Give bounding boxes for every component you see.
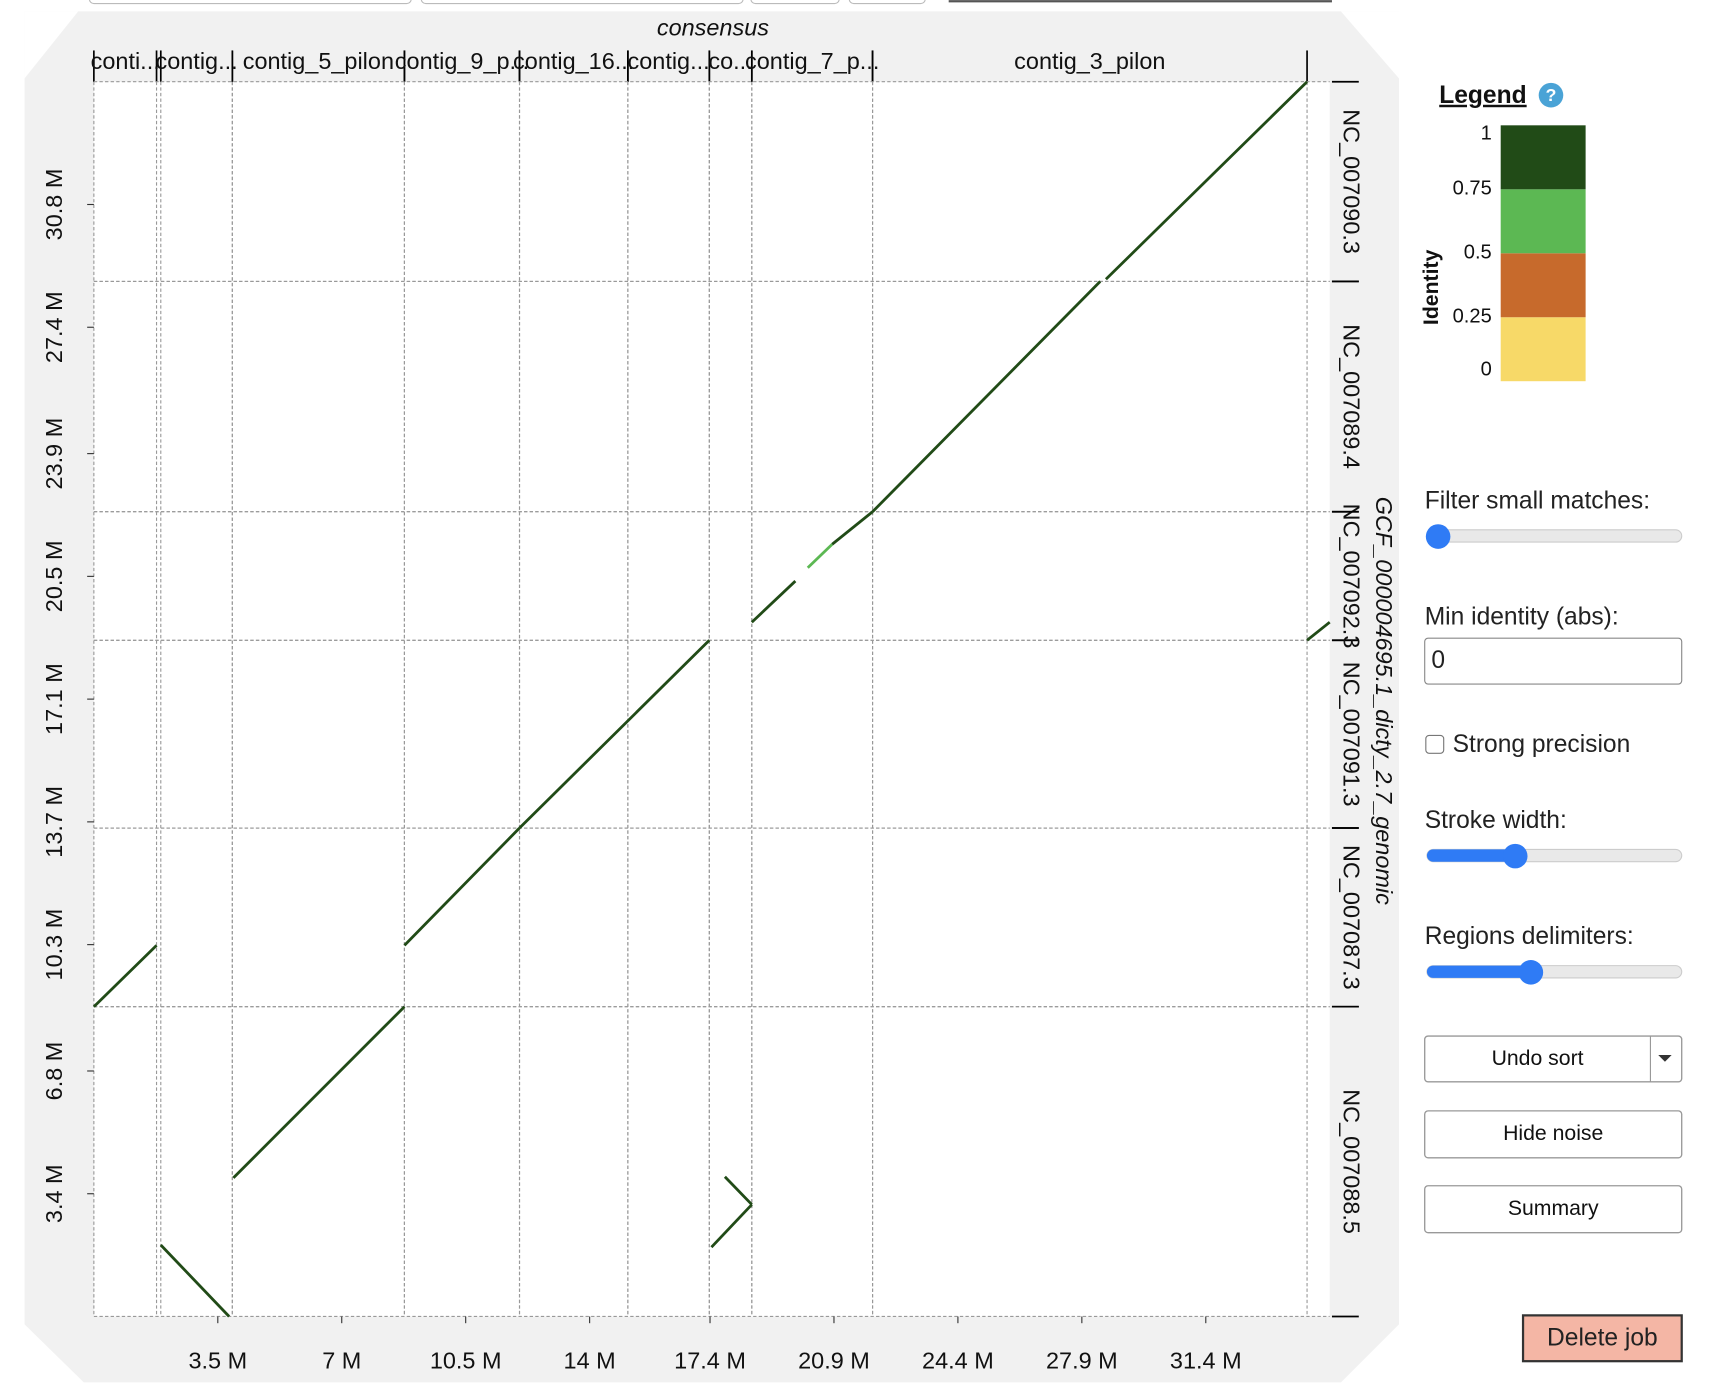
match [232,1005,406,1179]
legend-tick-label: 0 [1481,358,1492,380]
contig-label: conti... [91,48,160,74]
match [871,280,1102,513]
controls: Filter small matches: Min identity (abs)… [1424,487,1683,1363]
y-tick-label: 30.8 M [41,169,67,241]
slider-knob[interactable] [1502,843,1528,869]
top-input[interactable] [88,0,412,5]
match [710,1203,753,1249]
x-tick-label: 10.5 M [430,1348,502,1374]
stroke-width-label: Stroke width: [1425,807,1567,834]
y-tick-label: 23.9 M [41,418,67,490]
contig-label: contig_7_p... [745,48,879,74]
legend: Legend ? Identity 0 0.25 0.5 0.75 1 [1420,82,1586,382]
contig-label: contig_5_pilon [243,48,394,74]
help-icon[interactable] [1538,82,1564,108]
button-label: Hide noise [1503,1122,1603,1145]
slider-knob[interactable] [1518,960,1544,985]
match [806,543,834,569]
top-input[interactable] [420,0,744,5]
top-button[interactable] [848,0,926,5]
x-title: consensus [657,14,769,40]
contig-label: contig_9_p... [395,48,529,74]
x-tick-label: 27.9 M [1046,1348,1118,1374]
help-icon-text: ? [1546,85,1557,105]
x-tick-label: 17.4 M [674,1348,746,1374]
contig-label: NC_007091.3 [1339,662,1365,807]
contig-label: contig... [155,48,237,74]
x-tick-label: 24.4 M [922,1348,994,1374]
legend-tick-label: 0.75 [1453,178,1492,200]
contig-label: NC_007087.3 [1339,845,1365,990]
min-identity-input[interactable] [1424,637,1683,685]
contig-label: contig_16... [513,48,634,74]
y-tick-label: 20.5 M [41,541,67,613]
slider-fill [1426,965,1531,978]
slider-track[interactable] [1426,529,1683,543]
y-tick-label: 17.1 M [41,663,67,735]
match [159,1244,231,1318]
plot: conti...contig... contig_5_pilon contig_9_… [41,48,1365,1374]
contig-label: contig_3_pilon [1014,48,1165,74]
min-identity-value: 0 [1431,647,1445,674]
x-tick-label: 3.5 M [188,1348,247,1374]
contig-label: NC_007088.5 [1339,1089,1365,1234]
match [750,580,797,624]
y-tick-label: 10.3 M [41,909,67,981]
min-identity-label: Min identity (abs): [1425,604,1619,631]
contig-label: NC_007092.3 [1339,504,1365,649]
legend-tick-label: 0.5 [1464,242,1492,264]
contig-label: co... [708,48,752,74]
legend-tick-label: 1 [1481,123,1492,145]
slider-fill [1426,849,1516,862]
y-tick-label: 3.4 M [41,1164,67,1223]
button-label: Summary [1508,1197,1599,1220]
x-tick-label: 20.9 M [798,1348,870,1374]
button-label: Delete job [1547,1324,1658,1351]
filter-label: Filter small matches: [1425,487,1650,514]
match [518,639,711,830]
button-label: Undo sort [1492,1047,1584,1070]
legend-title: Legend [1439,82,1526,109]
match [831,510,874,546]
match [92,944,158,1008]
hide-noise-button[interactable] [1424,1110,1683,1159]
match [723,1175,753,1206]
top-button[interactable] [750,0,840,5]
x-tick-label: 14 M [564,1348,616,1374]
y-tick-label: 6.8 M [41,1042,67,1101]
contig-label: NC_007089.4 [1339,324,1365,469]
match [1104,80,1309,281]
contig-label: NC_007090.3 [1339,109,1365,254]
x-tick-label: 31.4 M [1170,1348,1242,1374]
undo-sort-button[interactable] [1424,1035,1683,1083]
match [403,827,521,947]
contig-label: contig... [628,48,710,74]
legend-swatch [1500,189,1586,254]
y-title: GCF_000004695.1_dicty_2.7_genomic [1371,497,1397,905]
legend-swatch [1500,125,1586,190]
y-tick-label: 13.7 M [41,786,67,858]
regions-label: Regions delimiters: [1425,923,1634,950]
corner [24,11,79,79]
y-tick-label: 27.4 M [41,291,67,363]
legend-swatch [1500,253,1586,318]
slider-knob[interactable] [1425,524,1451,549]
legend-tick-label: 0.25 [1453,306,1492,328]
delete-job-button[interactable] [1521,1314,1683,1363]
dropdown-arrow[interactable] [1658,1055,1672,1062]
x-tick-label: 7 M [322,1348,361,1374]
strong-precision-label: Strong precision [1453,731,1631,758]
match [1306,621,1331,642]
legend-label: Identity [1420,249,1443,325]
summary-button[interactable] [1424,1185,1683,1234]
checkbox[interactable] [1425,734,1445,754]
legend-swatch [1500,317,1586,382]
